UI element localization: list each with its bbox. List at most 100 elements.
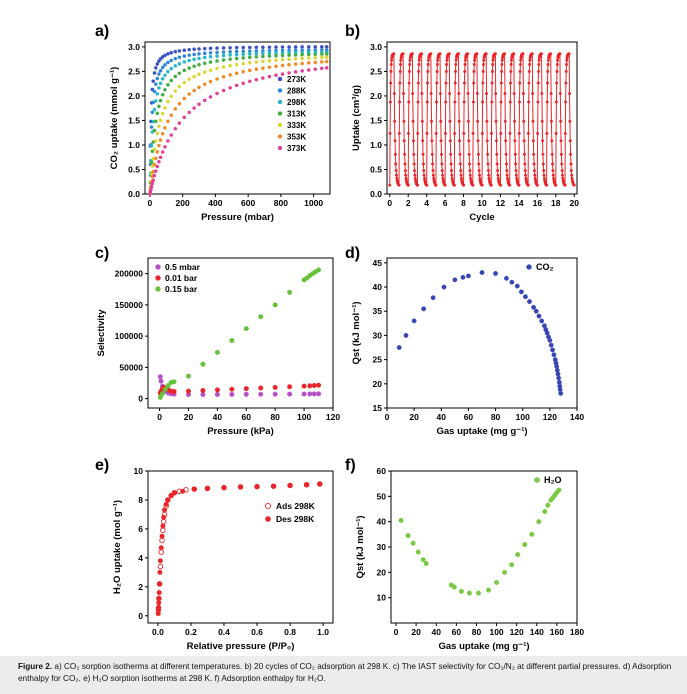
data-point <box>472 81 476 85</box>
data-point <box>448 92 452 96</box>
data-point <box>157 86 161 90</box>
data-point <box>531 304 536 310</box>
data-point <box>509 69 513 73</box>
data-point <box>173 89 178 93</box>
data-point <box>316 267 322 273</box>
data-point <box>157 124 161 129</box>
data-point <box>159 533 165 539</box>
data-point <box>191 486 197 492</box>
data-point <box>228 73 232 77</box>
x-tick-label: 140 <box>570 412 584 422</box>
data-point <box>301 391 307 397</box>
data-point <box>221 75 226 79</box>
data-point <box>228 63 232 68</box>
data-point <box>160 65 165 70</box>
data-point <box>403 169 407 173</box>
data-point <box>441 173 445 177</box>
data-point <box>528 58 532 62</box>
x-tick-label: 40 <box>432 627 442 637</box>
data-point <box>403 333 409 338</box>
legend-label: 273K <box>287 75 306 84</box>
data-point <box>527 81 531 85</box>
data-point <box>468 162 472 166</box>
data-point <box>541 139 545 143</box>
data-point <box>163 63 167 67</box>
data-point <box>155 62 160 66</box>
data-point <box>546 69 550 73</box>
data-point <box>158 68 163 73</box>
data-point <box>407 69 411 73</box>
data-point <box>548 342 554 348</box>
data-point <box>559 152 563 156</box>
data-point <box>445 58 449 62</box>
data-point <box>155 164 160 169</box>
data-point <box>228 49 232 54</box>
data-point <box>221 50 226 54</box>
plot-frame <box>147 257 334 409</box>
x-tick-label: 4 <box>424 198 429 208</box>
x-tick-label: 800 <box>274 198 288 208</box>
data-point <box>192 74 196 79</box>
data-point <box>287 482 293 488</box>
data-point <box>293 57 298 61</box>
data-point <box>449 152 453 156</box>
y-tick-label: 20 <box>373 379 383 389</box>
legend-marker <box>277 99 283 105</box>
data-point <box>234 83 239 88</box>
x-tick-label: 0 <box>385 412 390 422</box>
y-tick-label: 200000 <box>115 269 144 279</box>
data-point <box>397 183 401 187</box>
data-point <box>234 71 239 76</box>
data-point <box>471 183 475 187</box>
x-tick-label: 20 <box>184 412 194 422</box>
data-point <box>540 92 544 96</box>
data-point <box>173 64 178 68</box>
data-point <box>416 81 420 85</box>
y-tick-label: 30 <box>373 330 383 340</box>
data-point <box>426 69 430 73</box>
data-point <box>162 507 168 513</box>
data-point <box>443 183 447 187</box>
data-point <box>247 68 252 73</box>
data-point <box>445 62 449 66</box>
x-tick-label: 140 <box>530 627 544 637</box>
data-point <box>415 549 421 555</box>
data-point <box>215 54 219 58</box>
data-point <box>215 59 219 63</box>
y-tick-label: 25 <box>373 355 383 365</box>
caption-text: a) CO₂ sorption isotherms at different t… <box>18 662 672 683</box>
y-tick-label: 10 <box>377 593 387 603</box>
data-point <box>540 119 544 123</box>
data-point <box>453 81 457 85</box>
x-tick-label: 80 <box>270 412 280 422</box>
data-point <box>313 67 318 71</box>
data-point <box>480 131 484 135</box>
data-point <box>537 58 541 62</box>
data-point <box>545 502 551 508</box>
data-point <box>513 152 517 156</box>
data-point <box>503 119 507 123</box>
data-point <box>551 169 555 173</box>
data-point <box>187 92 192 96</box>
data-point <box>229 386 235 392</box>
data-point <box>403 152 407 156</box>
data-point <box>388 100 392 104</box>
data-point <box>554 363 560 369</box>
data-point <box>494 92 498 96</box>
data-point <box>477 173 481 177</box>
data-point <box>499 81 503 85</box>
data-point <box>392 52 396 56</box>
y-tick-label: 0.0 <box>128 189 140 199</box>
data-point <box>200 388 206 394</box>
data-point <box>551 173 555 177</box>
data-point <box>324 59 329 64</box>
data-point <box>476 152 480 156</box>
data-point <box>486 169 490 173</box>
data-point <box>324 52 329 56</box>
data-point <box>430 295 436 301</box>
data-point <box>513 119 517 123</box>
data-point <box>467 152 471 156</box>
data-point <box>551 162 555 166</box>
data-point <box>526 183 530 187</box>
data-point <box>448 119 452 123</box>
